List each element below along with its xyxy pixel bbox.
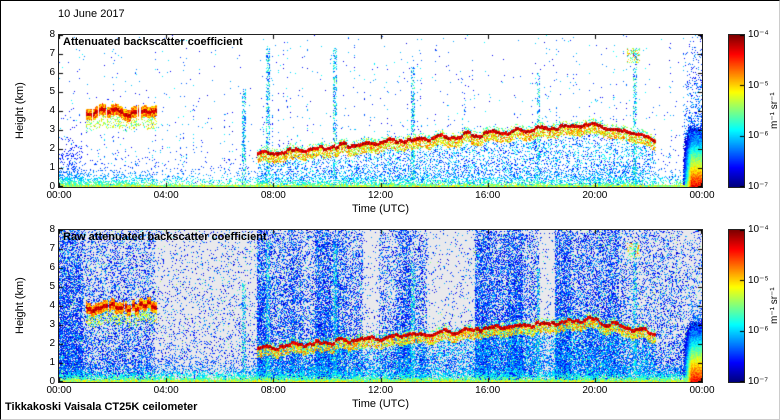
x-tick-label: 20:00 <box>582 190 608 201</box>
colorbar-tick-labels: 10⁻⁴ 10⁻⁵ 10⁻⁶ 10⁻⁷ <box>748 224 774 387</box>
date-label: 10 June 2017 <box>58 8 125 20</box>
y-tick-label: 4 <box>49 300 55 311</box>
y-tick-label: 0 <box>49 376 55 387</box>
y-tick-label: 1 <box>49 357 55 368</box>
x-tick-label: 16:00 <box>475 190 501 201</box>
colorbar-tick-label: 10⁻⁷ <box>748 181 769 192</box>
x-tick-label: 00:00 <box>46 385 72 396</box>
x-tick-label: 00:00 <box>689 385 715 396</box>
x-tick-labels: 00:00 04:00 08:00 12:00 16:00 20:00 00:00 <box>46 190 714 202</box>
y-tick-label: 3 <box>49 319 55 330</box>
colorbar: 10⁻⁴ 10⁻⁵ 10⁻⁶ 10⁻⁷ m⁻¹ sr⁻¹ <box>728 224 780 387</box>
heatmap-plot: Raw attenuated backscatter coefficient <box>58 229 703 383</box>
x-tick-label: 20:00 <box>582 385 608 396</box>
colorbar-tick-label: 10⁻⁷ <box>748 376 769 387</box>
x-tick-label: 16:00 <box>475 385 501 396</box>
y-tick-label: 8 <box>49 29 55 40</box>
x-axis-label: Time (UTC) <box>351 398 410 410</box>
x-tick-label: 08:00 <box>260 190 286 201</box>
plot-title: Raw attenuated backscatter coefficient <box>63 231 267 243</box>
colorbar-canvas <box>729 230 744 382</box>
colorbar-canvas <box>729 35 744 187</box>
colorbar: 10⁻⁴ 10⁻⁵ 10⁻⁶ 10⁻⁷ m⁻¹ sr⁻¹ <box>728 29 780 192</box>
colorbar-gradient <box>728 229 745 383</box>
x-tick-label: 00:00 <box>46 190 72 201</box>
x-tick-label: 04:00 <box>153 385 179 396</box>
colorbar-tick-label: 10⁻⁵ <box>748 274 769 286</box>
colorbar-tick-labels: 10⁻⁴ 10⁻⁵ 10⁻⁶ 10⁻⁷ <box>748 29 774 192</box>
x-tick-label: 00:00 <box>689 190 715 201</box>
x-tick-labels: 00:00 04:00 08:00 12:00 16:00 20:00 00:00 <box>46 385 714 397</box>
heatmap-canvas <box>59 35 702 187</box>
instrument-label: Tikkakoski Vaisala CT25K ceilometer <box>5 401 198 413</box>
x-tick-label: 04:00 <box>153 190 179 201</box>
colorbar-tick-label: 10⁻⁴ <box>748 29 769 40</box>
y-tick-label: 5 <box>49 86 55 97</box>
raw-panel: Height (km) 0 1 2 3 4 5 6 7 8 Raw attenuated bac… <box>1 224 780 419</box>
y-axis-label: Height (km) <box>14 277 26 335</box>
y-tick-label: 8 <box>49 224 55 235</box>
colorbar-tick-label: 10⁻⁵ <box>748 79 769 91</box>
y-tick-label: 4 <box>49 105 55 116</box>
y-tick-labels: 0 1 2 3 4 5 6 7 8 <box>37 29 55 192</box>
y-tick-label: 3 <box>49 124 55 135</box>
y-tick-label: 1 <box>49 162 55 173</box>
plot-title: Attenuated backscatter coefficient <box>63 36 243 48</box>
colorbar-tick-label: 10⁻⁴ <box>748 224 769 235</box>
x-tick-label: 12:00 <box>367 190 394 201</box>
y-tick-label: 6 <box>49 262 55 273</box>
x-tick-label: 12:00 <box>367 385 394 396</box>
colorbar-gradient <box>728 34 745 188</box>
colorbar-tick-label: 10⁻⁶ <box>748 325 769 337</box>
heatmap-plot: Attenuated backscatter coefficient <box>58 34 703 188</box>
colorbar-unit-label: m⁻¹ sr⁻¹ <box>769 287 780 325</box>
x-tick-label: 08:00 <box>260 385 286 396</box>
colorbar-tick-label: 10⁻⁶ <box>748 130 769 142</box>
y-tick-labels: 0 1 2 3 4 5 6 7 8 <box>37 224 55 387</box>
attenuated-panel: Height (km) 0 1 2 3 4 5 6 7 8 Attenuated backsca… <box>1 29 780 224</box>
y-tick-label: 5 <box>49 281 55 292</box>
x-axis-label: Time (UTC) <box>351 203 410 215</box>
y-tick-label: 2 <box>49 338 55 349</box>
heatmap-canvas <box>59 230 702 382</box>
y-tick-label: 7 <box>49 48 55 59</box>
y-tick-label: 2 <box>49 143 55 154</box>
y-tick-label: 6 <box>49 67 55 78</box>
y-axis-label: Height (km) <box>14 82 26 140</box>
colorbar-unit-label: m⁻¹ sr⁻¹ <box>769 92 780 130</box>
y-tick-label: 7 <box>49 243 55 254</box>
y-tick-label: 0 <box>49 181 55 192</box>
